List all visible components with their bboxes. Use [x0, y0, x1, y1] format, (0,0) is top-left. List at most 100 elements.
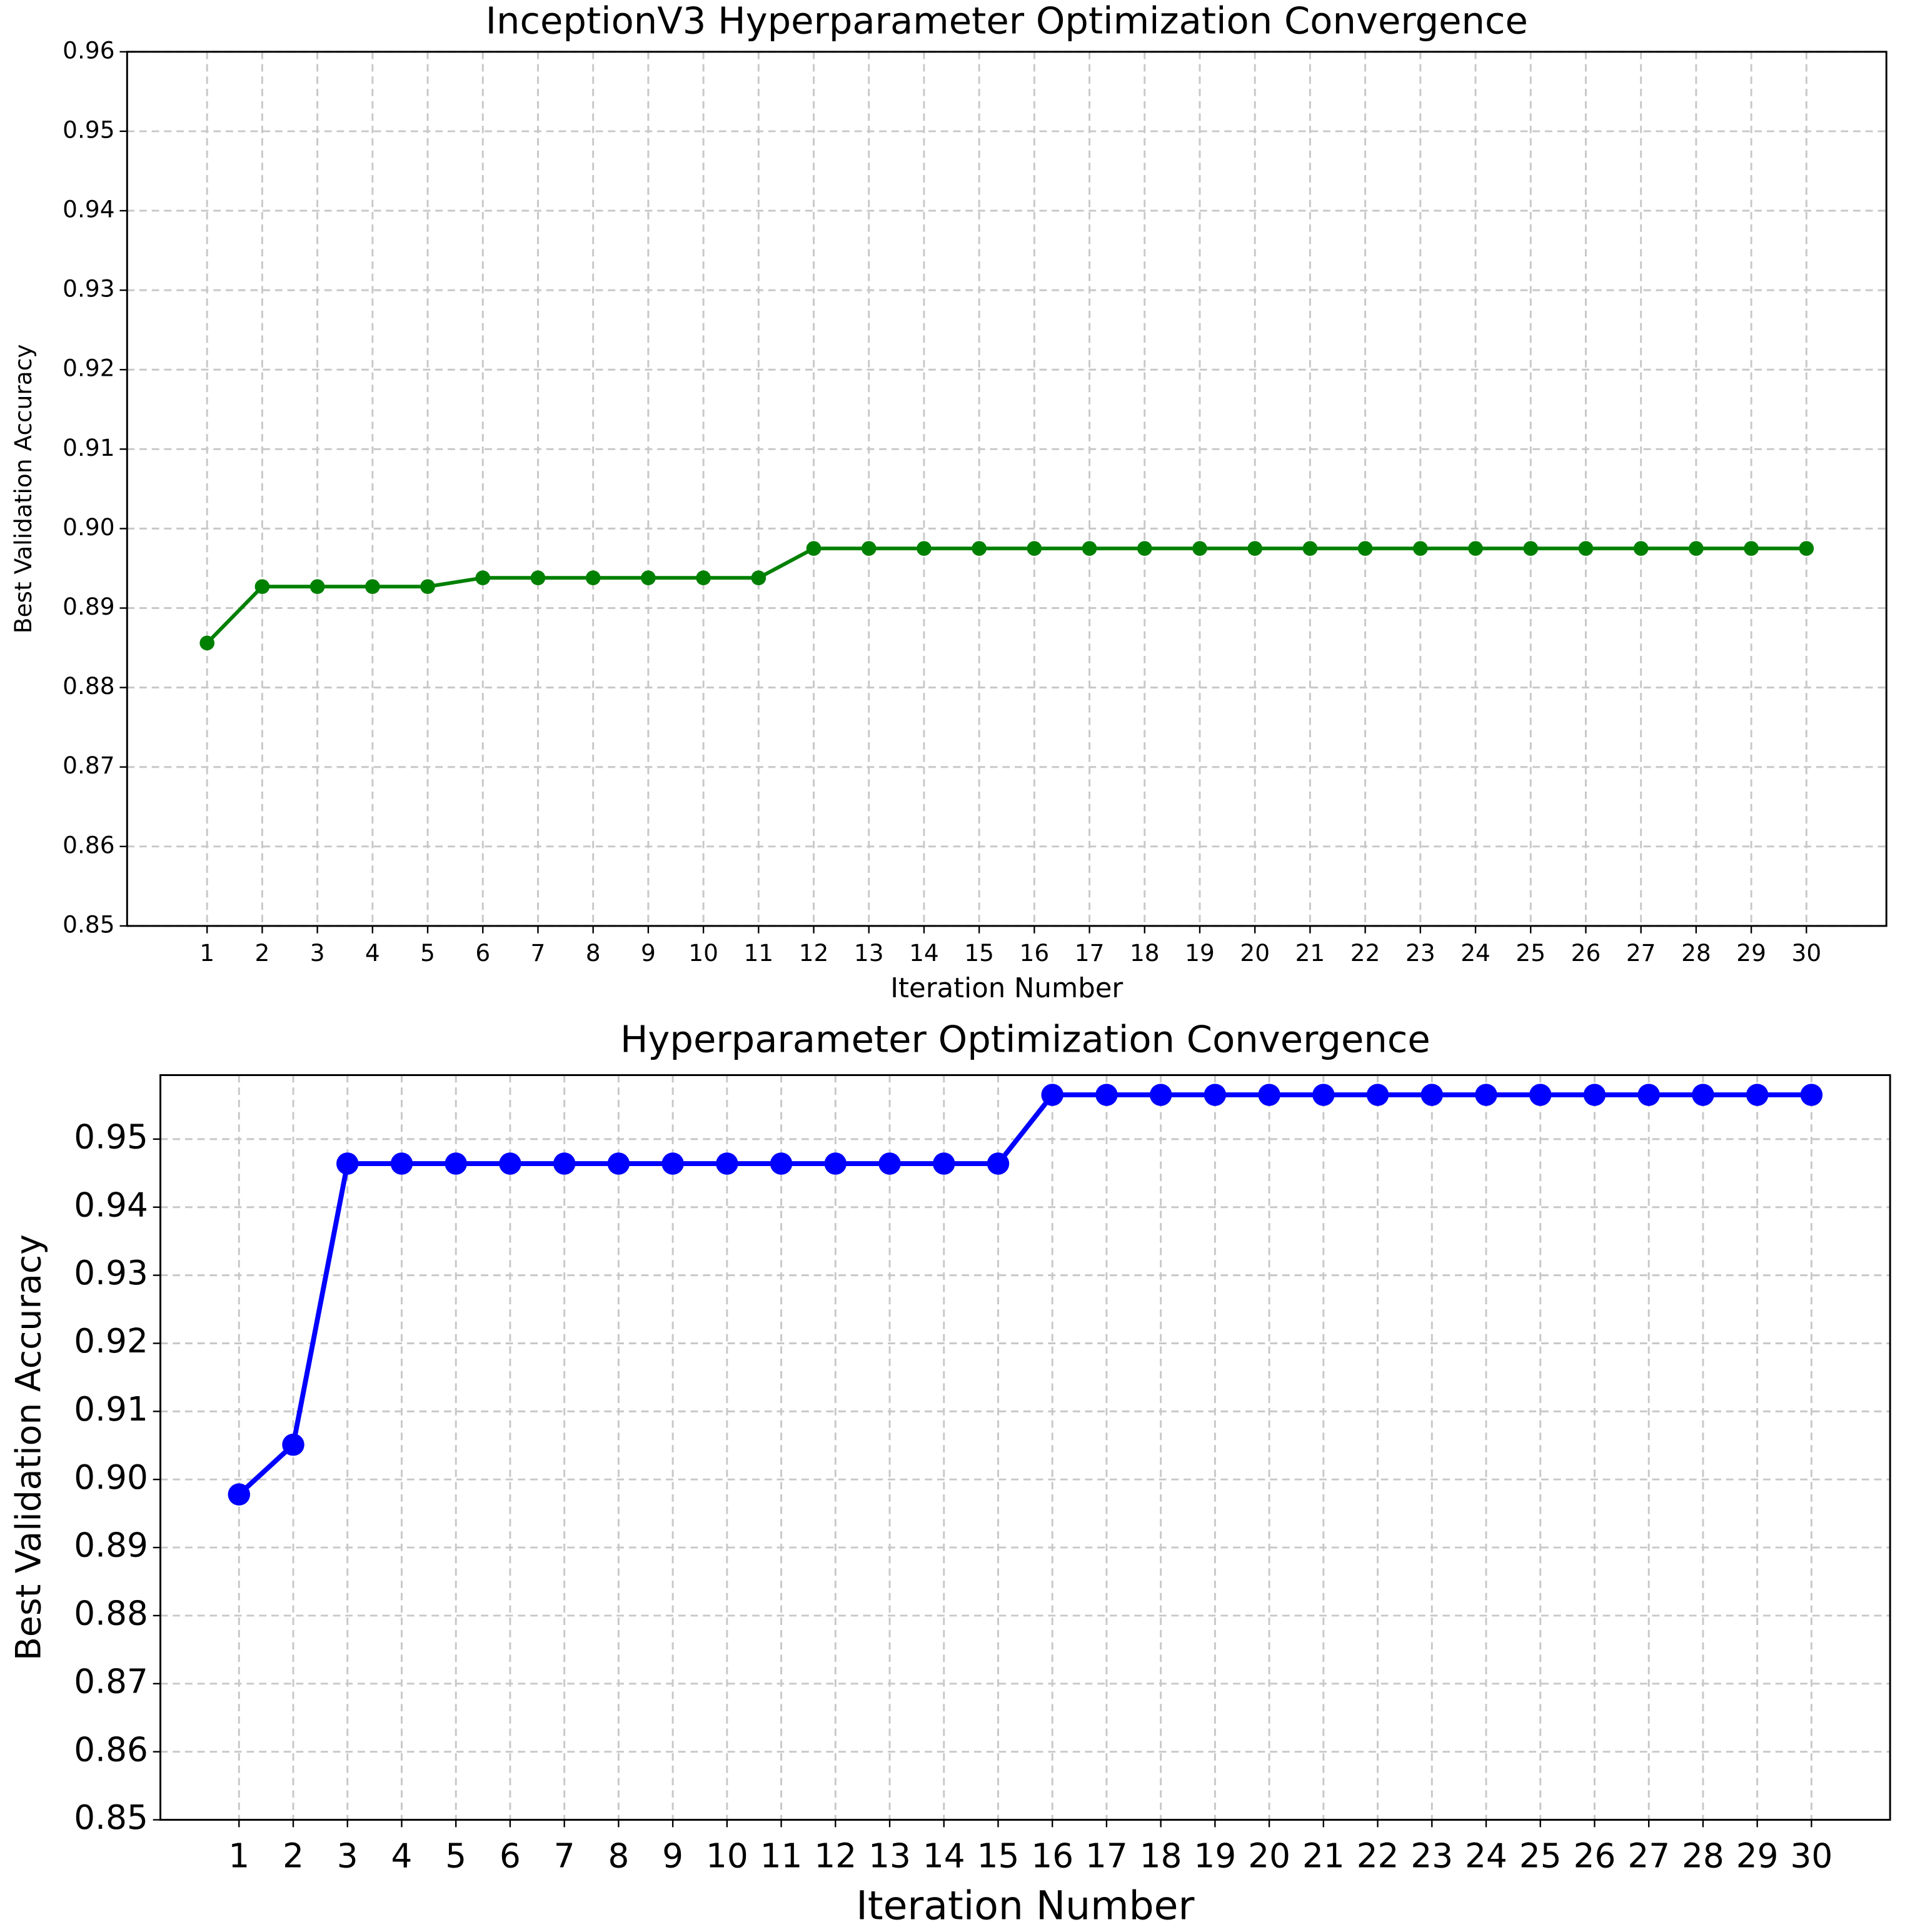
x-tick-label: 8 — [608, 1836, 629, 1875]
x-tick-label: 25 — [1515, 939, 1546, 967]
data-point — [1523, 541, 1539, 556]
data-point — [661, 1152, 684, 1175]
data-point — [1041, 1084, 1063, 1106]
x-tick-label: 8 — [586, 939, 601, 967]
x-axis-label: Iteration Number — [856, 1883, 1194, 1929]
data-point — [1366, 1084, 1389, 1106]
x-tick-label: 14 — [909, 939, 939, 967]
data-point — [861, 541, 877, 556]
y-tick-label: 0.93 — [63, 275, 114, 303]
x-axis-label: Iteration Number — [890, 973, 1123, 1004]
y-axis-label: Best Validation Accuracy — [9, 345, 37, 634]
x-tick-label: 13 — [868, 1836, 911, 1875]
y-tick-label: 0.90 — [74, 1458, 148, 1497]
x-tick-label: 28 — [1681, 939, 1711, 967]
x-tick-label: 10 — [688, 939, 718, 967]
x-tick-label: 27 — [1627, 1836, 1670, 1875]
y-tick-label: 0.95 — [74, 1117, 148, 1156]
x-tick-label: 30 — [1791, 1836, 1833, 1875]
data-point — [972, 541, 987, 556]
x-tick-label: 26 — [1574, 1836, 1616, 1875]
data-point — [1637, 1084, 1660, 1106]
data-point — [199, 635, 215, 651]
x-tick-label: 20 — [1240, 939, 1270, 967]
data-point — [228, 1483, 251, 1506]
data-point — [445, 1152, 467, 1175]
data-point — [878, 1152, 901, 1175]
data-point — [751, 570, 767, 586]
data-point — [530, 570, 546, 586]
x-tick-label: 2 — [254, 939, 269, 967]
x-tick-label: 1 — [199, 939, 214, 967]
data-point — [987, 1152, 1010, 1175]
y-tick-label: 0.89 — [74, 1526, 148, 1565]
data-point — [933, 1152, 955, 1175]
data-point — [1082, 541, 1097, 556]
y-tick-label: 0.96 — [63, 36, 114, 64]
x-tick-label: 20 — [1248, 1836, 1290, 1875]
data-point — [641, 570, 656, 586]
data-point — [1583, 1084, 1606, 1106]
y-tick-label: 0.88 — [74, 1594, 148, 1633]
x-tick-label: 21 — [1295, 939, 1325, 967]
x-tick-label: 12 — [799, 939, 829, 967]
y-tick-label: 0.90 — [63, 513, 114, 541]
data-point — [1095, 1084, 1118, 1106]
y-tick-label: 0.87 — [74, 1662, 148, 1701]
data-point — [716, 1152, 738, 1175]
y-axis-label: Best Validation Accuracy — [9, 1234, 49, 1661]
y-tick-label: 0.86 — [74, 1730, 148, 1769]
x-tick-label: 9 — [641, 939, 656, 967]
data-point — [696, 570, 711, 586]
x-tick-label: 7 — [554, 1836, 575, 1875]
y-tick-label: 0.89 — [63, 593, 114, 620]
x-tick-label: 5 — [420, 939, 435, 967]
y-tick-label: 0.94 — [63, 196, 114, 223]
data-point — [1689, 541, 1704, 556]
data-point — [1247, 541, 1263, 556]
data-point — [1302, 541, 1318, 556]
y-tick-label: 0.93 — [74, 1254, 148, 1292]
data-point — [420, 579, 435, 595]
data-point — [1799, 541, 1814, 556]
x-tick-label: 21 — [1302, 1836, 1345, 1875]
data-point — [1137, 541, 1152, 556]
data-point — [1475, 1084, 1497, 1106]
x-tick-label: 28 — [1682, 1836, 1724, 1875]
data-point — [1413, 541, 1428, 556]
data-point — [309, 579, 325, 595]
x-tick-label: 18 — [1130, 939, 1160, 967]
y-tick-label: 0.85 — [63, 910, 114, 938]
x-tick-label: 25 — [1519, 1836, 1562, 1875]
data-point — [1357, 541, 1373, 556]
data-point — [1468, 541, 1483, 556]
x-tick-label: 12 — [814, 1836, 857, 1875]
x-tick-label: 30 — [1791, 939, 1821, 967]
x-tick-label: 19 — [1185, 939, 1215, 967]
data-line — [206, 546, 1807, 645]
data-point — [770, 1152, 793, 1175]
y-tick-label: 0.91 — [74, 1390, 148, 1429]
data-point — [806, 541, 822, 556]
data-point — [1027, 541, 1042, 556]
data-point — [365, 579, 380, 595]
x-tick-label: 6 — [500, 1836, 521, 1875]
data-point — [1149, 1084, 1172, 1106]
x-tick-label: 6 — [475, 939, 490, 967]
x-tick-label: 4 — [365, 939, 380, 967]
x-tick-label: 10 — [706, 1836, 748, 1875]
x-tick-label: 17 — [1075, 939, 1105, 967]
x-tick-label: 2 — [283, 1836, 304, 1875]
y-tick-label: 0.92 — [63, 355, 114, 382]
data-point — [1746, 1084, 1769, 1106]
data-point — [336, 1152, 359, 1175]
chart-title: InceptionV3 Hyperparameter Optimization … — [486, 0, 1528, 43]
x-tick-label: 29 — [1736, 939, 1766, 967]
data-point — [1192, 541, 1207, 556]
x-tick-label: 11 — [743, 939, 773, 967]
data-point — [1744, 541, 1759, 556]
y-tick-label: 0.86 — [63, 831, 114, 858]
x-tick-label: 15 — [964, 939, 994, 967]
data-point — [585, 570, 601, 586]
